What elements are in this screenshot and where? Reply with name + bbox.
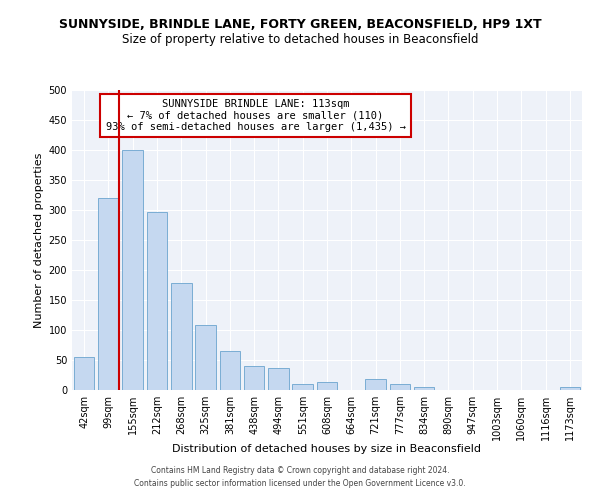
Bar — [414, 387, 434, 390]
Bar — [171, 283, 191, 390]
Bar — [365, 379, 386, 390]
Text: SUNNYSIDE BRINDLE LANE: 113sqm
← 7% of detached houses are smaller (110)
93% of : SUNNYSIDE BRINDLE LANE: 113sqm ← 7% of d… — [106, 99, 406, 132]
Bar — [292, 384, 313, 390]
Y-axis label: Number of detached properties: Number of detached properties — [34, 152, 44, 328]
Bar — [317, 382, 337, 390]
Text: SUNNYSIDE, BRINDLE LANE, FORTY GREEN, BEACONSFIELD, HP9 1XT: SUNNYSIDE, BRINDLE LANE, FORTY GREEN, BE… — [59, 18, 541, 30]
Bar — [389, 384, 410, 390]
Bar — [98, 198, 119, 390]
Text: Contains HM Land Registry data © Crown copyright and database right 2024.
Contai: Contains HM Land Registry data © Crown c… — [134, 466, 466, 487]
Bar — [195, 325, 216, 390]
Bar — [122, 150, 143, 390]
Bar — [74, 357, 94, 390]
Bar — [220, 351, 240, 390]
Bar — [268, 368, 289, 390]
X-axis label: Distribution of detached houses by size in Beaconsfield: Distribution of detached houses by size … — [173, 444, 482, 454]
Bar — [146, 212, 167, 390]
Bar — [560, 387, 580, 390]
Bar — [244, 366, 265, 390]
Text: Size of property relative to detached houses in Beaconsfield: Size of property relative to detached ho… — [122, 32, 478, 46]
